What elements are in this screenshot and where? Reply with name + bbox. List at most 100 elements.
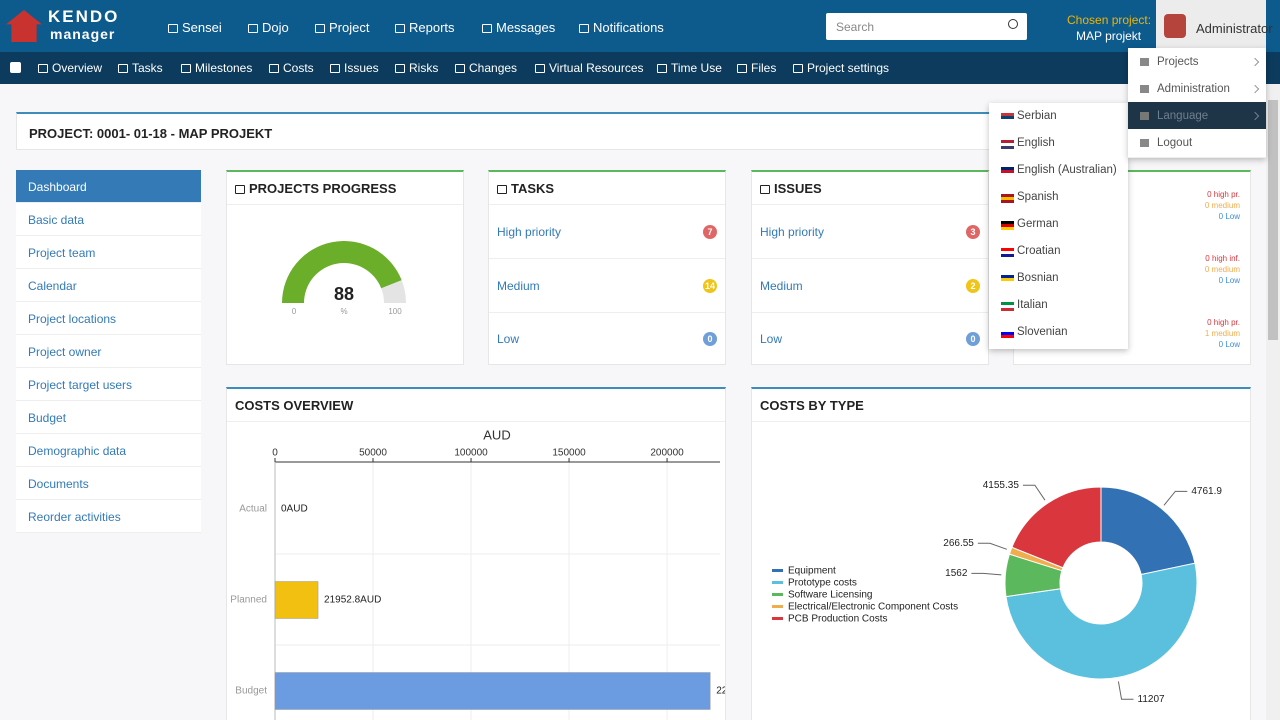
flag	[1001, 221, 1014, 230]
sidebar-item[interactable]: Calendar	[16, 269, 201, 302]
count-badge: 2	[966, 278, 980, 293]
logo-top: KENDO	[48, 7, 120, 26]
sidebar-label: Budget	[28, 411, 67, 425]
row-label[interactable]: Low	[497, 332, 520, 346]
search-box[interactable]	[826, 13, 1027, 40]
icon	[395, 64, 405, 73]
nav-item[interactable]: Dojo	[248, 20, 289, 35]
toolbar-item[interactable]: Costs	[269, 61, 314, 75]
nav-item[interactable]: Project	[315, 20, 369, 35]
user-menu-item-active[interactable]: Language	[1128, 102, 1266, 131]
risk-count: 0 Low	[1218, 276, 1240, 285]
chosen-project[interactable]: MAP projekt	[1076, 29, 1142, 43]
search-icon[interactable]	[1008, 19, 1018, 29]
icon	[657, 64, 667, 73]
flag	[1001, 329, 1014, 338]
panel-divider	[227, 204, 463, 205]
costs-overview-panel: COSTS OVERVIEW	[226, 387, 726, 720]
toolbar-item[interactable]: Overview	[38, 61, 102, 75]
add-button[interactable]	[10, 62, 21, 73]
flag	[1001, 248, 1014, 257]
language-item[interactable]: Bosnian	[1017, 272, 1059, 284]
label: Project	[329, 20, 370, 35]
sidebar-item[interactable]: Documents	[16, 467, 201, 500]
sidebar-item[interactable]: Budget	[16, 401, 201, 434]
progress-panel: PROJECTS PROGRESS	[226, 170, 464, 365]
language-item[interactable]: English (Australian)	[1017, 164, 1117, 176]
risk-count: 0 high pr.	[1207, 318, 1240, 327]
nav-item[interactable]: Notifications	[579, 20, 664, 35]
icon	[760, 185, 770, 194]
nav-item[interactable]: Messages	[482, 20, 555, 35]
toolbar-item[interactable]: Changes	[455, 61, 517, 75]
sidebar-item[interactable]: Project team	[16, 236, 201, 269]
panel-title: PROJECTS PROGRESS	[235, 181, 396, 196]
label: Virtual Resources	[549, 61, 644, 75]
label: Milestones	[195, 61, 253, 75]
user-menu-item[interactable]: Logout	[1128, 129, 1266, 158]
language-item[interactable]: English	[1017, 137, 1055, 149]
row-label[interactable]: High priority	[497, 225, 562, 239]
sidebar-item[interactable]: Project target users	[16, 368, 201, 401]
toolbar-item[interactable]: Project settings	[793, 61, 889, 75]
icon	[793, 64, 803, 73]
user-menu-item[interactable]: Administration	[1128, 75, 1266, 104]
flag	[1001, 194, 1014, 203]
toolbar-item[interactable]: Virtual Resources	[535, 61, 644, 75]
nav-item[interactable]: Reports	[395, 20, 455, 35]
row-label[interactable]: Medium	[760, 278, 803, 293]
language-item[interactable]: Slovenian	[1017, 326, 1068, 338]
toolbar-item[interactable]: Risks	[395, 61, 438, 75]
icon	[248, 24, 258, 33]
menu-icon	[1140, 139, 1149, 147]
panel-divider	[752, 421, 1250, 422]
count-badge: 0	[703, 332, 717, 346]
panel-divider	[227, 421, 725, 422]
chevron	[1250, 84, 1260, 94]
chosen-project-label: Chosen project:	[1067, 13, 1152, 27]
row-label[interactable]: Low	[760, 332, 783, 346]
row-label[interactable]: Medium	[497, 278, 540, 293]
language-item[interactable]: German	[1017, 218, 1059, 230]
toolbar-item[interactable]: Files	[737, 61, 776, 75]
icon	[315, 24, 325, 33]
scrollbar-thumb[interactable]	[1268, 100, 1278, 340]
risk-count: 0 medium	[1204, 201, 1240, 210]
label: Notifications	[593, 20, 664, 35]
flag	[1001, 275, 1014, 284]
risk-count: 0 Low	[1218, 212, 1240, 221]
language-item[interactable]: Italian	[1017, 299, 1048, 311]
label: Reports	[409, 20, 455, 35]
nav-item[interactable]: Sensei	[168, 20, 222, 35]
label: ISSUES	[774, 181, 822, 196]
icon	[118, 64, 128, 73]
language-item[interactable]: Serbian	[1017, 110, 1057, 122]
toolbar-item[interactable]: Milestones	[181, 61, 252, 75]
sidebar-item[interactable]: Project owner	[16, 335, 201, 368]
row-divider	[752, 258, 988, 259]
icon	[579, 24, 589, 33]
language-item[interactable]: Spanish	[1017, 191, 1059, 203]
user-menu-item[interactable]: Projects	[1128, 48, 1266, 77]
panel-title: COSTS BY TYPE	[760, 398, 864, 413]
sidebar-item[interactable]: Project locations	[16, 302, 201, 335]
label: Changes	[469, 61, 518, 75]
sidebar-item[interactable]: Reorder activities	[16, 500, 201, 533]
sidebar-item[interactable]: Basic data	[16, 203, 201, 236]
icon	[482, 24, 492, 33]
toolbar-item[interactable]: Tasks	[118, 61, 163, 75]
row-label[interactable]: High priority	[760, 225, 825, 239]
language-item[interactable]: Croatian	[1017, 245, 1061, 257]
icon	[38, 64, 48, 73]
toolbar-item[interactable]: Issues	[330, 61, 379, 75]
menu-label: Projects	[1157, 56, 1199, 68]
icon	[455, 64, 465, 73]
chevron	[1250, 57, 1260, 67]
label: Dojo	[262, 20, 289, 35]
toolbar-item[interactable]: Time Use	[657, 61, 722, 75]
icon	[497, 185, 507, 194]
sidebar-item-active[interactable]: Dashboard	[16, 170, 201, 203]
sidebar-item[interactable]: Demographic data	[16, 434, 201, 467]
row-divider	[489, 311, 725, 313]
